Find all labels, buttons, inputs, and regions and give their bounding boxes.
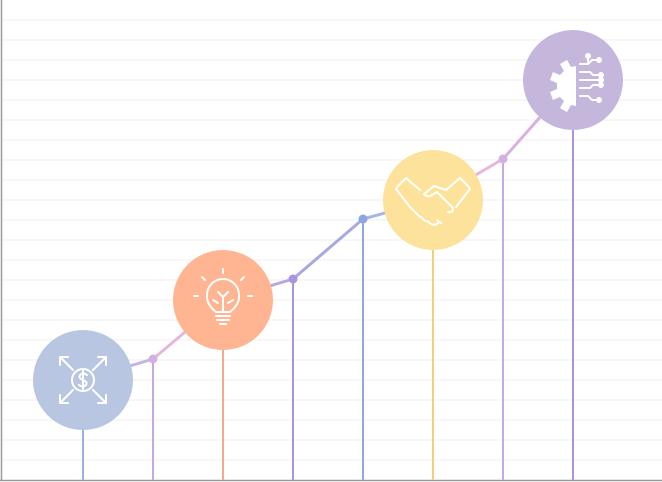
trend-line xyxy=(81,78,575,382)
dot xyxy=(288,274,298,284)
dot xyxy=(498,154,508,164)
bulb-icon xyxy=(193,268,253,325)
dots xyxy=(148,154,508,364)
step-deal xyxy=(383,150,483,250)
money-icon xyxy=(59,356,107,404)
step-idea xyxy=(173,250,273,350)
step-money xyxy=(33,330,133,430)
dot xyxy=(148,354,158,364)
gear-icon xyxy=(550,53,604,116)
dot xyxy=(358,214,368,224)
segment xyxy=(291,217,365,281)
step-circle xyxy=(383,150,483,250)
background-lines xyxy=(2,19,662,461)
step-tech xyxy=(523,30,623,130)
handshake-icon xyxy=(395,177,471,226)
